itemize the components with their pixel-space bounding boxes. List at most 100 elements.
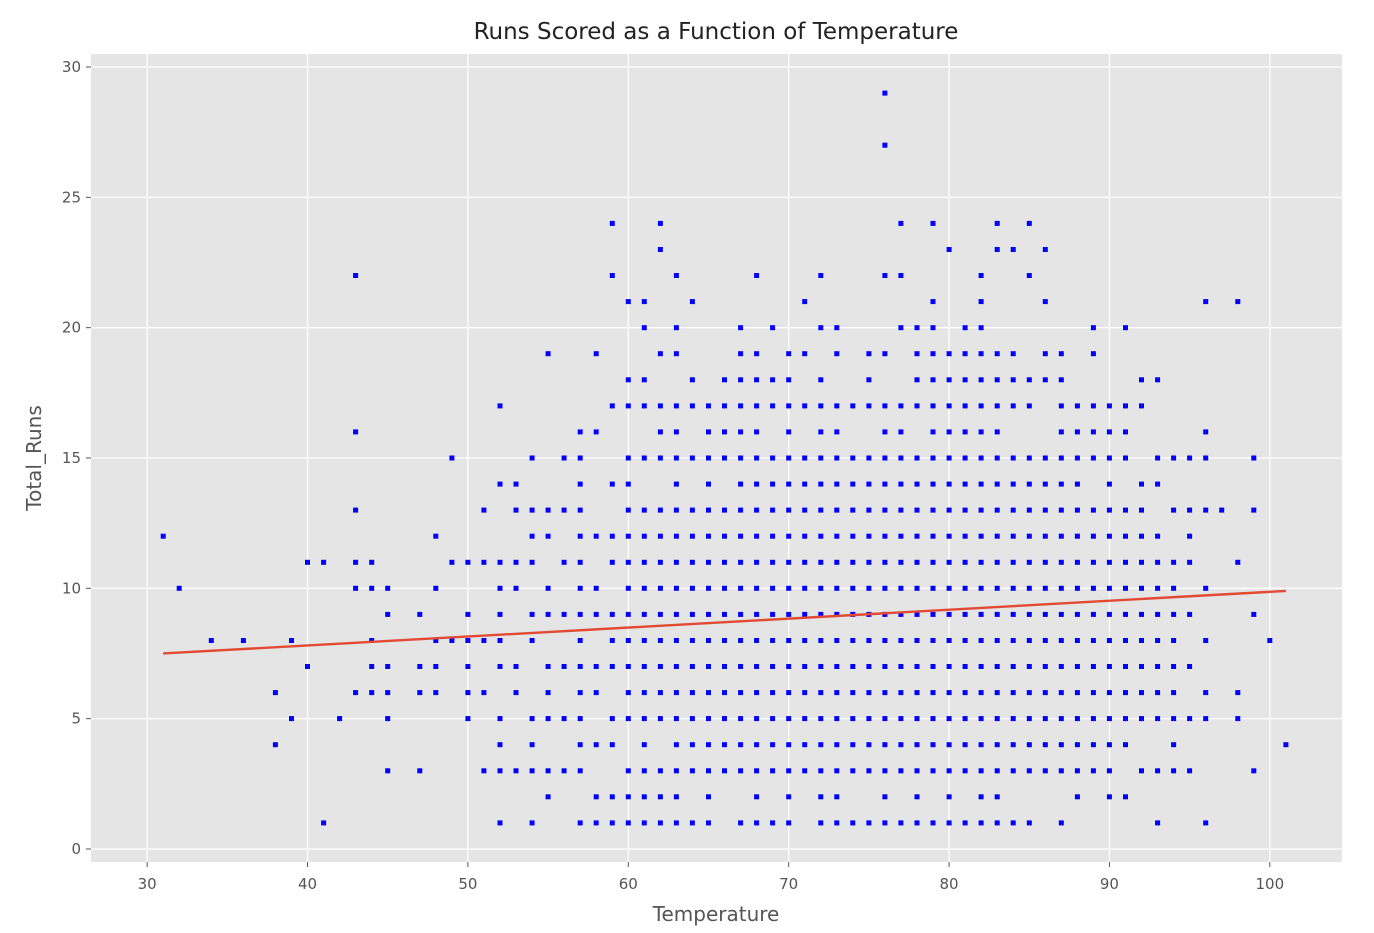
data-point — [946, 559, 952, 565]
data-point — [417, 611, 423, 617]
data-point — [1187, 664, 1193, 669]
data-point — [321, 820, 327, 826]
data-point — [946, 716, 952, 722]
data-point — [417, 768, 423, 774]
data-point — [513, 481, 519, 487]
data-point — [930, 533, 936, 539]
data-point — [689, 716, 695, 722]
data-point — [337, 716, 343, 722]
data-point — [545, 611, 551, 617]
data-point — [1090, 716, 1096, 722]
data-point — [545, 768, 551, 774]
data-point — [754, 664, 760, 669]
data-point — [978, 664, 984, 669]
data-point — [272, 690, 278, 696]
data-point — [978, 638, 984, 643]
data-point — [834, 403, 840, 409]
data-point — [962, 716, 968, 722]
data-point — [1058, 559, 1064, 565]
data-point — [770, 325, 776, 331]
data-point — [641, 690, 647, 696]
data-point — [754, 690, 760, 696]
data-point — [834, 742, 840, 748]
data-point — [722, 690, 727, 696]
data-point — [673, 429, 679, 435]
data-point — [497, 664, 503, 669]
data-point — [513, 690, 519, 696]
data-point — [1026, 507, 1032, 513]
data-point — [577, 559, 583, 565]
data-point — [1187, 533, 1193, 539]
data-point — [673, 716, 679, 722]
data-point — [1123, 533, 1128, 539]
data-point — [1123, 585, 1128, 591]
data-point — [465, 690, 471, 696]
data-point — [1042, 559, 1048, 565]
data-point — [786, 533, 792, 539]
data-point — [930, 403, 936, 409]
data-point — [689, 559, 695, 565]
data-point — [1074, 664, 1080, 669]
data-point — [786, 742, 792, 748]
data-point — [657, 247, 663, 252]
data-point — [1042, 299, 1048, 305]
data-point — [754, 481, 760, 487]
data-point — [305, 664, 310, 669]
data-point — [625, 455, 631, 461]
data-point — [898, 716, 904, 722]
axis-ticks: 30 40 50 60 70 80 90 100 0 5 10 15 20 25 30 — [62, 58, 1284, 893]
data-point — [529, 768, 535, 774]
data-point — [641, 455, 647, 461]
data-point — [946, 247, 952, 252]
data-point — [1042, 638, 1048, 643]
data-point — [882, 90, 888, 96]
data-point — [1123, 611, 1128, 617]
data-point — [529, 533, 535, 539]
data-point — [609, 273, 615, 278]
data-point — [689, 455, 695, 461]
data-point — [385, 664, 391, 669]
data-point — [577, 820, 583, 826]
data-point — [1106, 716, 1112, 722]
data-point — [994, 533, 1000, 539]
data-point — [1010, 455, 1016, 461]
data-point — [673, 403, 679, 409]
data-point — [513, 585, 519, 591]
data-point — [689, 507, 695, 513]
data-point — [994, 690, 1000, 696]
data-point — [946, 638, 952, 643]
data-point — [706, 768, 711, 774]
data-point — [754, 507, 760, 513]
data-point — [754, 638, 760, 643]
data-point — [1171, 507, 1177, 513]
data-point — [946, 351, 952, 357]
data-point — [1155, 716, 1161, 722]
data-point — [834, 585, 840, 591]
data-point — [609, 794, 615, 800]
data-point — [834, 507, 840, 513]
data-point — [770, 768, 776, 774]
data-point — [834, 690, 840, 696]
data-point — [1026, 768, 1032, 774]
data-point — [834, 533, 840, 539]
data-point — [1090, 742, 1096, 748]
data-point — [770, 377, 776, 383]
data-point — [722, 429, 727, 435]
data-point — [738, 690, 744, 696]
data-point — [1251, 768, 1257, 774]
data-point — [497, 768, 503, 774]
data-point — [1090, 664, 1096, 669]
data-point — [641, 664, 647, 669]
data-point — [850, 507, 856, 513]
data-point — [449, 455, 455, 461]
data-point — [689, 768, 695, 774]
data-point — [1123, 664, 1128, 669]
data-point — [1074, 403, 1080, 409]
chart-title: Runs Scored as a Function of Temperature — [474, 19, 959, 45]
data-point — [754, 742, 760, 748]
data-point — [850, 716, 856, 722]
data-point — [689, 742, 695, 748]
data-point — [818, 429, 824, 435]
data-point — [882, 481, 888, 487]
data-point — [1187, 768, 1193, 774]
